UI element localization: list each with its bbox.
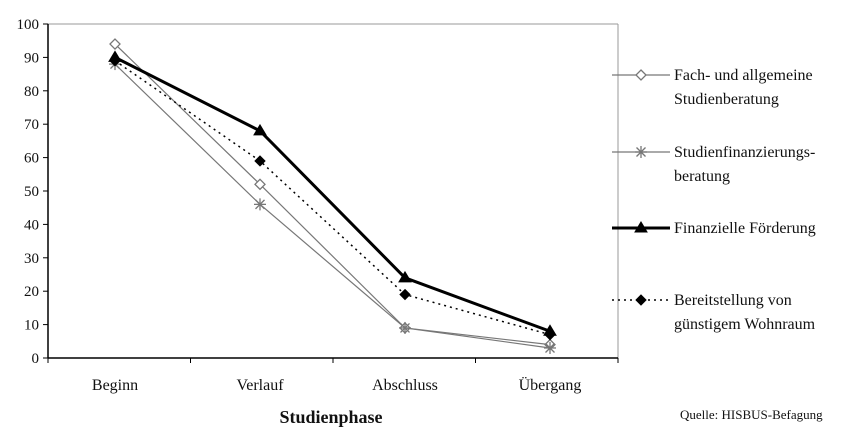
legend-swatch-marker: [635, 146, 647, 158]
series-2: [109, 58, 556, 354]
series-1: [109, 38, 556, 351]
x-axis: Beginn Verlauf Abschluss Übergang: [47, 357, 619, 394]
marker-shape: [109, 55, 121, 67]
y-tick-label: 80: [24, 84, 39, 100]
legend: Fach- und allgemeine Studienberatung Studi…: [612, 67, 816, 333]
legend-label: Studienfinanzierungs-: [674, 144, 815, 161]
data-point: [398, 270, 412, 283]
y-tick-label: 40: [24, 217, 39, 233]
y-tick-label: 70: [24, 117, 39, 133]
y-tick-label: 60: [24, 151, 39, 167]
y-tick-label: 0: [32, 351, 40, 367]
legend-label: Finanzielle Förderung: [674, 220, 816, 237]
legend-label: Fach- und allgemeine: [674, 67, 813, 84]
series-line: [114, 63, 551, 349]
marker-shape: [544, 328, 556, 341]
marker-shape: [634, 221, 648, 233]
series-line: [114, 60, 551, 336]
legend-item-4: Bereitstellung von günstigem Wohnraum: [612, 292, 816, 333]
marker-stroke: [545, 343, 555, 353]
series-3: [108, 50, 557, 336]
legend-item-1: Fach- und allgemeine Studienberatung: [612, 67, 813, 108]
data-point: [109, 38, 121, 50]
marker-shape: [254, 155, 266, 167]
source-note: Quelle: HISBUS-Befagung: [680, 407, 823, 422]
y-tick-label: 100: [17, 17, 40, 33]
y-axis: 0 10 20 30 40 50 60 70 80 90 100: [17, 17, 49, 367]
x-tick-label: Verlauf: [236, 377, 284, 394]
data-point: [544, 341, 556, 354]
marker-shape: [254, 178, 266, 191]
x-tick-label: Abschluss: [372, 377, 438, 394]
marker-shape: [399, 288, 411, 301]
y-tick-label: 20: [24, 284, 39, 300]
marker-stroke: [255, 199, 265, 210]
y-tick-label: 10: [24, 318, 39, 334]
plot-frame: [48, 23, 619, 358]
data-point: [399, 321, 411, 334]
legend-swatch-marker: [634, 221, 648, 233]
series-line: [114, 43, 551, 346]
data-point: [109, 55, 121, 67]
data-point: [254, 178, 266, 191]
legend-item-2: Studienfinanzierungs-beratung: [612, 144, 815, 185]
legend-item-3: Finanzielle Förderung: [612, 220, 816, 237]
data-point: [544, 328, 556, 341]
data-point: [399, 288, 411, 301]
legend-label: Studienberatung: [674, 91, 779, 108]
y-tick-label: 30: [24, 251, 39, 267]
data-point: [254, 198, 266, 211]
legend-label: günstigem Wohnraum: [674, 316, 816, 333]
marker-shape: [635, 294, 647, 306]
data-point: [254, 155, 266, 167]
marker-shape: [109, 38, 121, 50]
marker-shape: [635, 69, 647, 81]
series-layer: [108, 38, 557, 354]
legend-swatch-marker: [635, 69, 647, 81]
x-tick-label: Übergang: [519, 376, 582, 394]
y-tick-label: 90: [24, 50, 39, 66]
marker-stroke: [400, 322, 410, 333]
marker-shape: [253, 123, 267, 136]
legend-label: Bereitstellung von: [674, 292, 792, 309]
marker-stroke: [636, 147, 646, 157]
marker-shape: [398, 270, 412, 283]
legend-swatch-marker: [635, 294, 647, 306]
x-tick-label: Beginn: [92, 377, 138, 394]
series-4: [109, 55, 556, 341]
y-tick-label: 50: [24, 184, 39, 200]
series-line: [114, 56, 551, 333]
legend-label: beratung: [674, 168, 730, 185]
data-point: [253, 123, 267, 136]
x-axis-title: Studienphase: [279, 407, 382, 427]
